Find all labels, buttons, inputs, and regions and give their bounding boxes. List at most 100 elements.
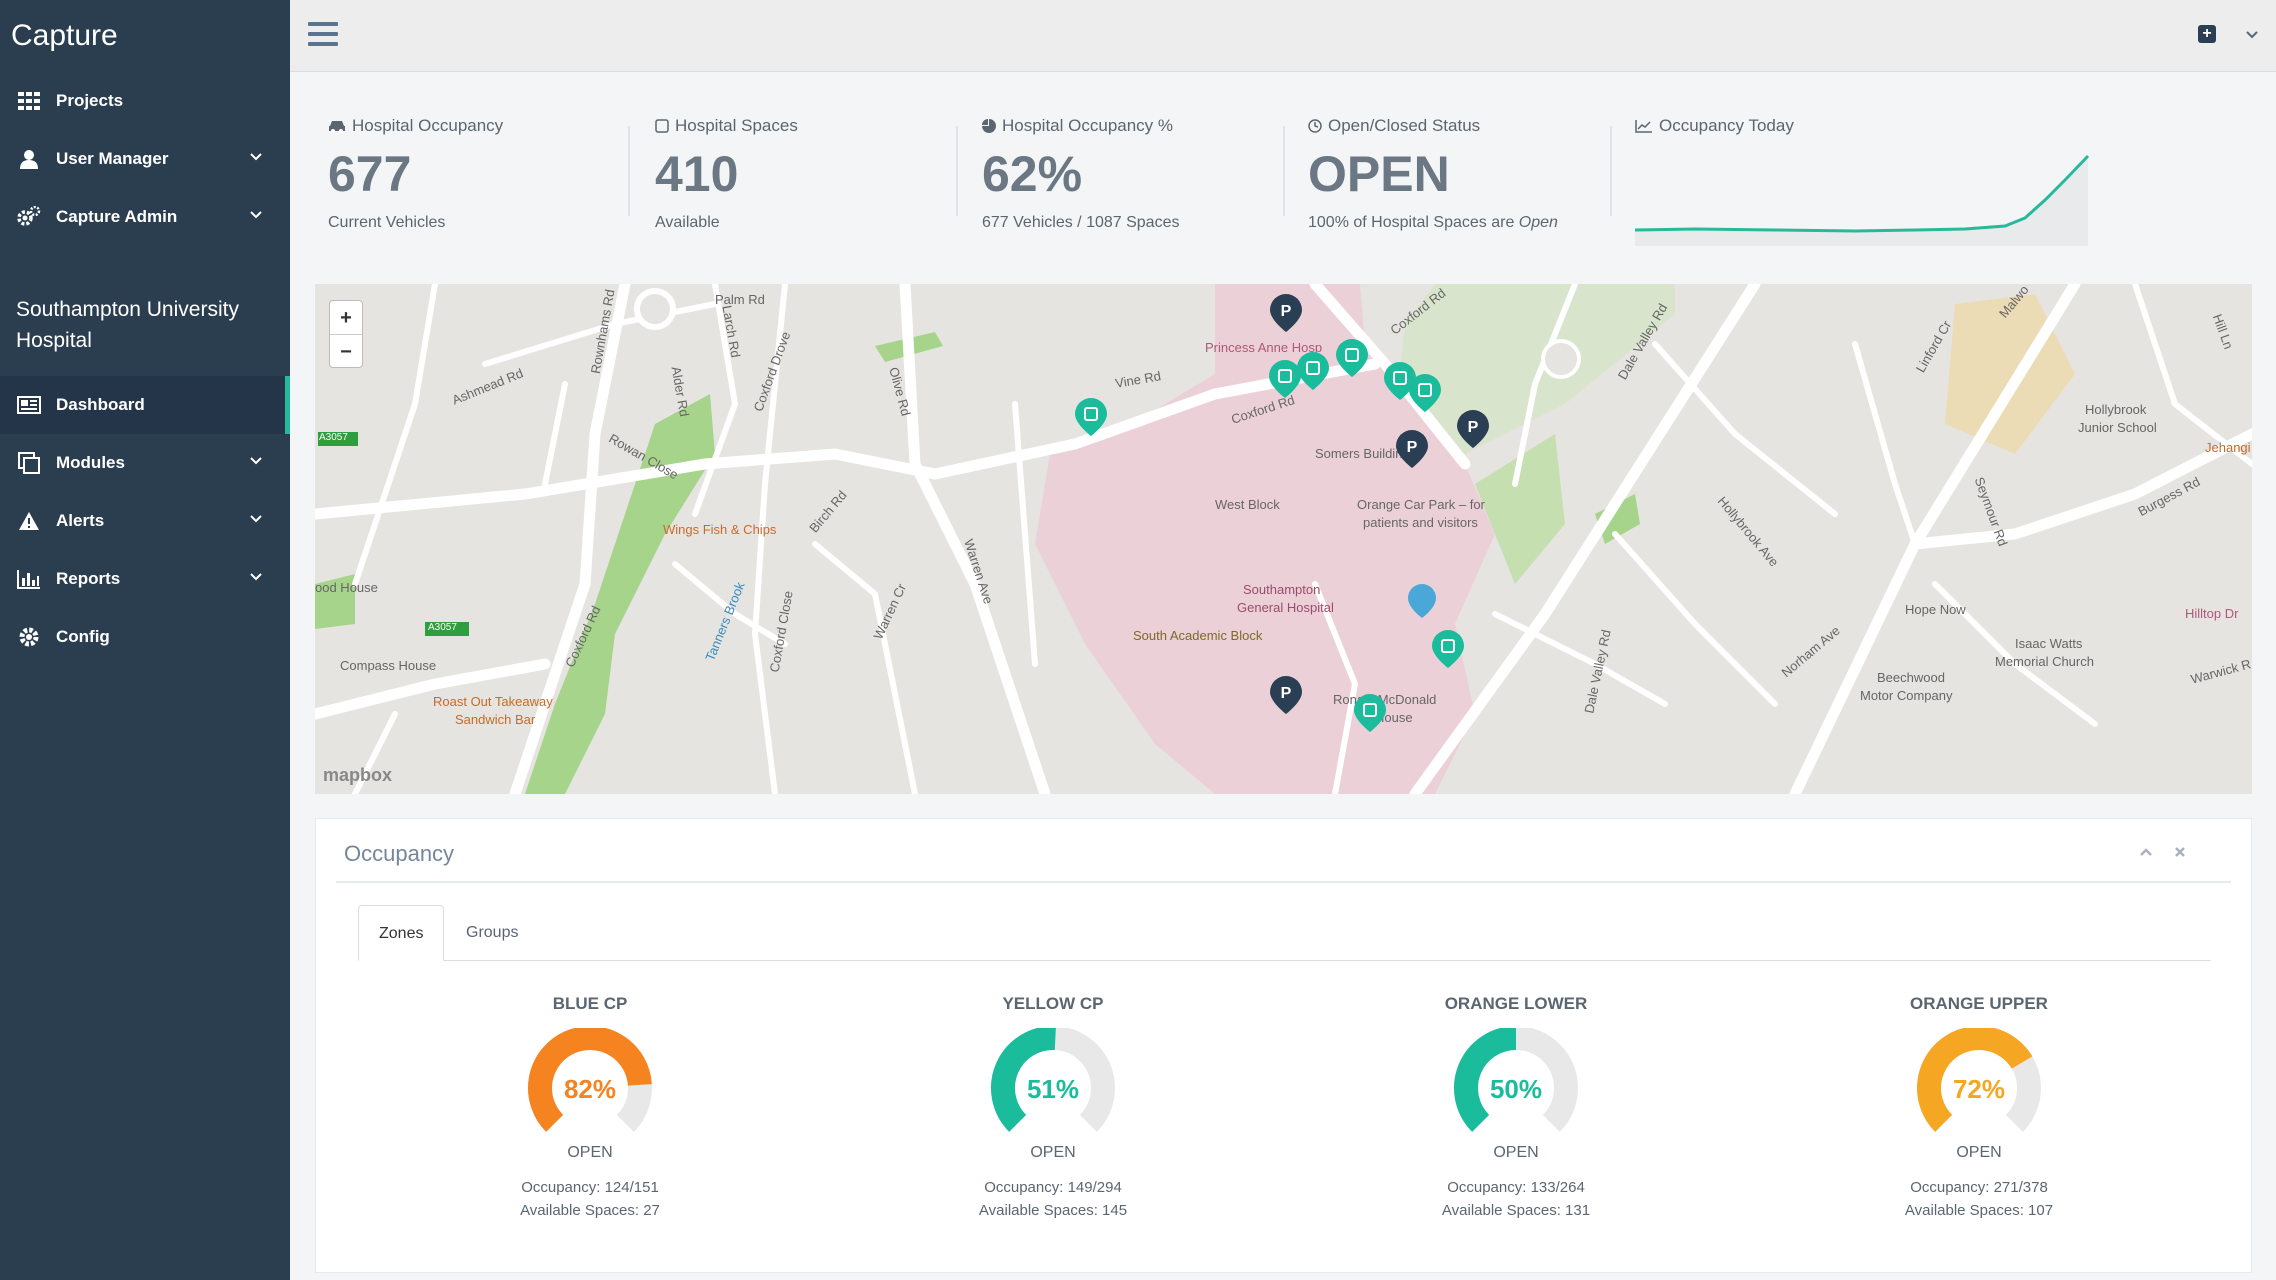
- chevron-down-icon: [250, 515, 262, 523]
- map-label: Isaac Watts: [2015, 636, 2083, 651]
- gauge-available: Available Spaces: 131: [1441, 1202, 1591, 1219]
- sidebar-item-capture-admin[interactable]: Capture Admin: [0, 188, 290, 246]
- dashboard-icon: [16, 392, 42, 418]
- sidebar-item-label: Dashboard: [56, 395, 145, 414]
- map-label: Hollybrook: [2085, 402, 2147, 417]
- gauge-dial: 50%: [1454, 1028, 1578, 1132]
- car-pin-marker[interactable]: [1408, 584, 1436, 618]
- gauge-name: YELLOW CP: [1002, 994, 1104, 1013]
- gauge-blue-cp: BLUE CP 82% OPEN Occupancy: 124/151 Avai…: [440, 994, 740, 1222]
- gauge-available: Available Spaces: 145: [978, 1202, 1128, 1219]
- zone-pin-marker[interactable]: [1353, 693, 1387, 733]
- sidebar-item-label: Reports: [56, 569, 121, 588]
- gauge-status: OPEN: [1493, 1144, 1539, 1161]
- stats-row: Hospital Occupancy 677 Current Vehicles …: [290, 72, 2276, 272]
- stat-label: Occupancy Today: [1659, 116, 1794, 135]
- zone-pin-marker[interactable]: [1408, 373, 1442, 413]
- collapse-icon[interactable]: [2139, 845, 2153, 859]
- sidebar-item-modules[interactable]: Modules: [0, 434, 290, 492]
- gauge-percent: 72%: [1953, 1074, 2005, 1104]
- gear-icon: [16, 624, 42, 650]
- sidebar-item-alerts[interactable]: Alerts: [0, 492, 290, 550]
- square-icon: [655, 119, 669, 133]
- map-label: Compass House: [340, 658, 437, 673]
- mapbox-logo[interactable]: mapbox: [323, 765, 393, 785]
- road-badge: A3057: [319, 432, 348, 443]
- stat-hospital-occupancy: Hospital Occupancy 677 Current Vehicles: [328, 116, 503, 256]
- stat-value: 677: [328, 146, 412, 202]
- stat-open-closed: Open/Closed Status OPEN 100% of Hospital…: [1308, 116, 1558, 256]
- site-name: Southampton University Hospital: [16, 298, 239, 352]
- parking-pin-marker[interactable]: [1270, 294, 1302, 332]
- zone-pin-marker[interactable]: [1335, 338, 1369, 378]
- close-icon[interactable]: [2173, 845, 2187, 859]
- panel-title: Occupancy: [344, 841, 455, 866]
- gauge-status: OPEN: [1956, 1144, 2002, 1161]
- gauge-occupancy: Occupancy: 133/264: [1447, 1179, 1585, 1196]
- sidebar-item-config[interactable]: Config: [0, 608, 290, 666]
- chevron-down-icon: [250, 457, 262, 465]
- stat-value: 410: [655, 146, 739, 202]
- gauge-occupancy: Occupancy: 271/378: [1910, 1179, 2048, 1196]
- chevron-down-icon[interactable]: [2246, 29, 2258, 41]
- gauge-occupancy: Occupancy: 149/294: [984, 1179, 1122, 1196]
- zone-pin-marker[interactable]: [1074, 397, 1108, 437]
- map-label: West Block: [1215, 497, 1280, 512]
- map[interactable]: Palm Rd Rownhams Rd Ashmead Rd Alder Rd …: [315, 284, 2252, 794]
- map-label: Hilltop Dr: [2185, 606, 2239, 621]
- zoom-in-button[interactable]: +: [330, 301, 362, 335]
- gauge-orange-lower: ORANGE LOWER 50% OPEN Occupancy: 133/264…: [1366, 994, 1666, 1222]
- map-label: Jehangi: [2205, 440, 2251, 455]
- stat-label: Hospital Occupancy: [352, 116, 504, 135]
- chevron-down-icon: [250, 573, 262, 581]
- gauge-available: Available Spaces: 27: [520, 1202, 660, 1219]
- parking-pin-marker[interactable]: [1396, 430, 1428, 468]
- map-label: Roast Out Takeaway: [433, 694, 553, 709]
- stat-value: OPEN: [1308, 146, 1450, 202]
- stat-occupancy-percent: Hospital Occupancy % 62% 677 Vehicles / …: [982, 116, 1179, 256]
- top-bar: +: [290, 0, 2276, 72]
- divider: [628, 126, 630, 216]
- sidebar-item-dashboard[interactable]: Dashboard: [0, 376, 290, 434]
- map-label: South Academic Block: [1133, 628, 1263, 643]
- zone-pin-marker[interactable]: [1296, 351, 1330, 391]
- sidebar-item-reports[interactable]: Reports: [0, 550, 290, 608]
- tab-groups[interactable]: Groups: [466, 924, 519, 941]
- sidebar-item-label: User Manager: [56, 149, 169, 168]
- gears-icon: [16, 204, 42, 230]
- map-label: Hope Now: [1905, 602, 1966, 617]
- panel-tools: [2139, 845, 2187, 859]
- stat-sub: 100% of Hospital Spaces are Open: [1308, 214, 1558, 232]
- app-title[interactable]: Capture: [11, 19, 118, 52]
- gauge-name: ORANGE LOWER: [1444, 994, 1588, 1013]
- parking-pin-marker[interactable]: [1457, 410, 1489, 448]
- sidebar-item-label: Alerts: [56, 511, 105, 530]
- divider: [1283, 126, 1285, 216]
- add-icon[interactable]: +: [2198, 25, 2216, 43]
- zone-pin-marker[interactable]: [1431, 629, 1465, 669]
- menu-toggle-icon[interactable]: [308, 22, 338, 48]
- occupancy-sparkline: [1634, 154, 2090, 246]
- gauge-available: Available Spaces: 107: [1904, 1202, 2054, 1219]
- tab-zones[interactable]: Zones: [358, 905, 445, 961]
- gauge-percent: 51%: [1027, 1074, 1079, 1104]
- stat-label: Hospital Spaces: [675, 116, 798, 135]
- modules-icon: [16, 450, 42, 476]
- tab-bar: Zones Groups: [358, 905, 2211, 961]
- user-icon: [16, 146, 42, 172]
- gauge-percent: 50%: [1490, 1074, 1542, 1104]
- stat-label: Open/Closed Status: [1328, 116, 1481, 135]
- stat-value: 62%: [982, 146, 1083, 202]
- chevron-down-icon: [250, 211, 262, 219]
- map-label: Junior School: [2078, 420, 2157, 435]
- parking-pin-marker[interactable]: [1270, 676, 1302, 714]
- zone-pin-marker[interactable]: [1268, 359, 1302, 399]
- stat-occupancy-today: Occupancy Today: [1634, 116, 2095, 256]
- sidebar-item-user-manager[interactable]: User Manager: [0, 130, 290, 188]
- sidebar-item-projects[interactable]: Projects: [0, 72, 290, 130]
- zoom-out-button[interactable]: −: [340, 341, 352, 363]
- stat-hospital-spaces: Hospital Spaces 410 Available: [655, 116, 798, 256]
- stat-sub-emphasis: Open: [1518, 214, 1558, 231]
- gauge-orange-upper: ORANGE UPPER 72% OPEN Occupancy: 271/378…: [1829, 994, 2129, 1222]
- alert-icon: [16, 508, 42, 534]
